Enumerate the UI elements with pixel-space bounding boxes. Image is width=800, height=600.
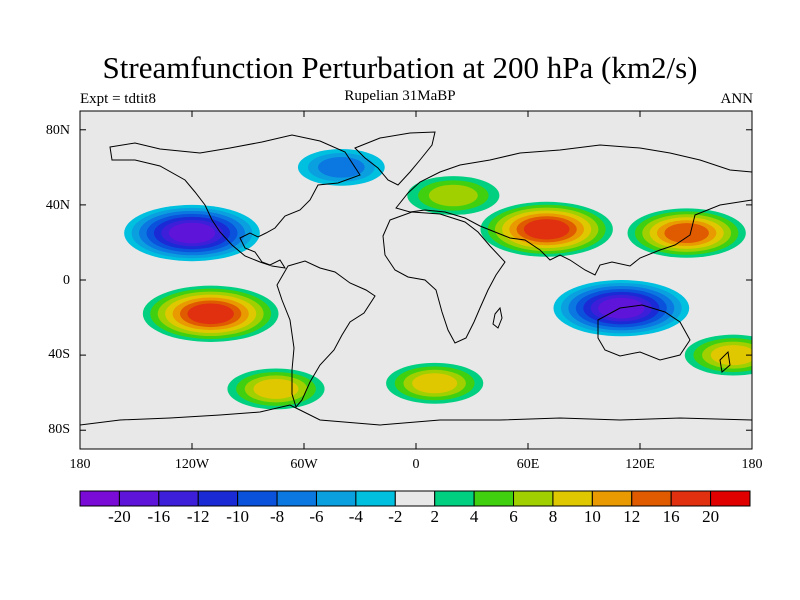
contour-band — [317, 156, 365, 178]
colorbar-swatch — [670, 490, 712, 507]
contour-feature — [407, 176, 500, 215]
contour-band — [168, 222, 216, 244]
colorbar-label: -8 — [269, 507, 285, 526]
colorbar-label: -4 — [348, 507, 363, 526]
lon-tick-label: 60E — [516, 457, 540, 472]
season-label: ANN — [720, 91, 754, 107]
colorbar-swatch — [237, 490, 278, 507]
contour-feature — [684, 334, 752, 376]
colorbar-label: 20 — [702, 507, 720, 526]
contour-feature — [297, 148, 385, 186]
lon-tick-label: 120W — [174, 457, 210, 472]
lon-tick-label: 180 — [69, 457, 91, 472]
colorbar-label: -10 — [226, 507, 249, 526]
colorbar-swatch — [591, 490, 633, 507]
contour-band — [710, 345, 752, 366]
lat-tick-label: 0 — [63, 273, 70, 288]
period-label: Rupelian 31MaBP — [344, 88, 456, 104]
lat-tick-label: 80N — [45, 123, 70, 138]
contour-feature — [480, 201, 613, 257]
colorbar-label: -6 — [309, 507, 324, 526]
colorbar-label: -12 — [186, 507, 210, 526]
coast-greenland — [354, 131, 436, 186]
contour-feature — [124, 204, 260, 262]
colorbar-swatch — [276, 490, 317, 507]
lat-tick-label: 40S — [48, 347, 70, 362]
colorbar-swatch — [631, 490, 672, 507]
coast-new-zealand — [719, 350, 731, 373]
colorbar-label: -20 — [108, 507, 131, 526]
contour-band — [664, 223, 709, 243]
coast-south-america — [276, 260, 376, 409]
contour-band — [187, 303, 234, 325]
colorbar-label: 6 — [509, 507, 518, 526]
contour-field — [80, 111, 752, 449]
colorbar-swatch — [552, 490, 593, 507]
contour-feature — [386, 362, 484, 404]
chart-title: Streamfunction Perturbation at 200 hPa (… — [102, 50, 698, 85]
coast-africa — [382, 211, 506, 344]
lon-tick-label: 180 — [741, 457, 763, 472]
contour-feature — [627, 208, 746, 258]
coastlines — [80, 131, 752, 426]
contour-band — [253, 378, 299, 399]
colorbar-swatch — [315, 490, 357, 507]
axis-ticks — [79, 111, 753, 449]
coast-madagascar — [492, 306, 503, 329]
colorbar-label: 16 — [662, 507, 680, 526]
lon-tick-label: 60W — [290, 457, 318, 472]
colorbar-swatch — [434, 490, 475, 507]
coast-antarctica — [80, 404, 752, 426]
contour-feature — [142, 285, 279, 342]
colorbar-swatch — [118, 490, 160, 507]
lat-tick-label: 40N — [45, 198, 70, 213]
coast-eurasia — [395, 144, 752, 276]
colorbar-swatch — [513, 490, 554, 507]
colorbar-label: 2 — [430, 507, 439, 526]
colorbar-label: -2 — [388, 507, 403, 526]
coast-australia — [597, 304, 691, 361]
colorbar-swatch — [710, 490, 751, 507]
contour-feature — [227, 368, 325, 410]
colorbar-label: 4 — [469, 507, 479, 526]
lat-tick-label: 80S — [48, 422, 70, 437]
colorbar-swatch — [473, 490, 515, 507]
colorbar-swatch — [355, 490, 396, 507]
colorbar-swatch — [158, 490, 199, 507]
colorbar-label: 8 — [548, 507, 558, 526]
colorbar-label: -16 — [147, 507, 171, 526]
colorbar — [79, 490, 751, 507]
contour-band — [428, 184, 478, 207]
coast-north-america — [109, 134, 361, 269]
colorbar-swatch — [79, 490, 120, 507]
contour-band — [412, 373, 458, 394]
contour-band — [523, 219, 570, 240]
experiment-label: Expt = tdtit8 — [80, 91, 156, 107]
colorbar-swatch — [197, 490, 239, 507]
colorbar-label: 12 — [623, 507, 641, 526]
lon-tick-label: 120E — [625, 457, 655, 472]
colorbar-label: 10 — [583, 507, 601, 526]
colorbar-swatch — [394, 490, 436, 507]
lon-tick-label: 0 — [412, 457, 420, 472]
